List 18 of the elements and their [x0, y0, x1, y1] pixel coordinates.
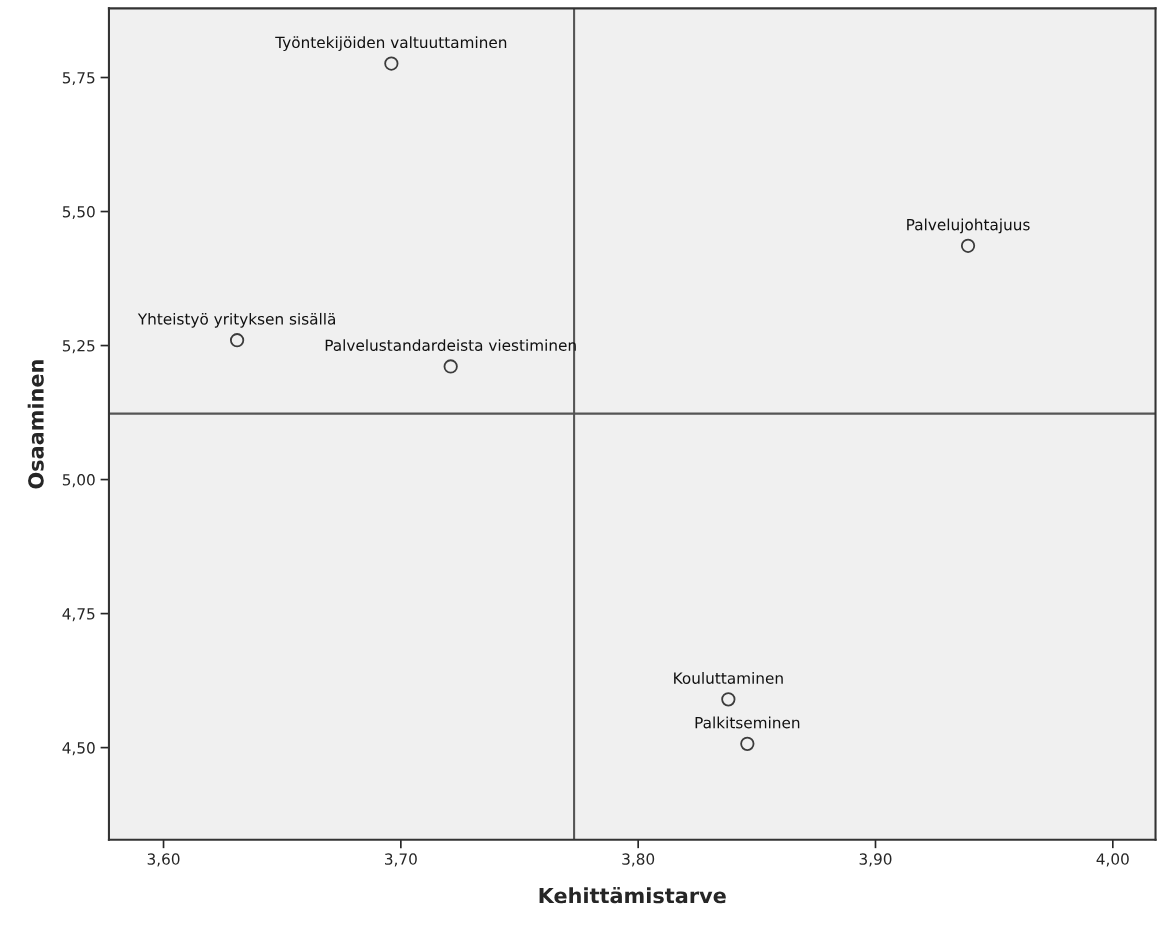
- data-label: Työntekijöiden valtuuttaminen: [275, 36, 507, 52]
- y-tick-label: 4,75: [62, 608, 95, 622]
- data-label: Palkitseminen: [695, 716, 800, 729]
- y-tick-label: 5,25: [62, 340, 95, 354]
- data-label: Yhteistyö yrityksen sisällä: [137, 312, 335, 328]
- x-axis-title: Kehittämistarve: [539, 886, 726, 904]
- x-tick-label: 3,80: [622, 853, 655, 867]
- x-tick-label: 3,70: [385, 853, 417, 867]
- x-tick-label: 4,00: [1096, 853, 1129, 867]
- x-tick-label: 3,90: [859, 853, 892, 867]
- x-tick-label: 3,60: [147, 853, 180, 867]
- data-label: Palvelujohtajuus: [907, 218, 1030, 234]
- y-axis-title: Osaaminen: [27, 360, 44, 489]
- y-tick-label: 5,00: [62, 474, 95, 488]
- y-tick-label: 4,50: [62, 742, 95, 756]
- y-tick-label: 5,75: [62, 72, 95, 86]
- y-tick-label: 5,50: [62, 206, 95, 220]
- data-label: Kouluttaminen: [674, 672, 783, 684]
